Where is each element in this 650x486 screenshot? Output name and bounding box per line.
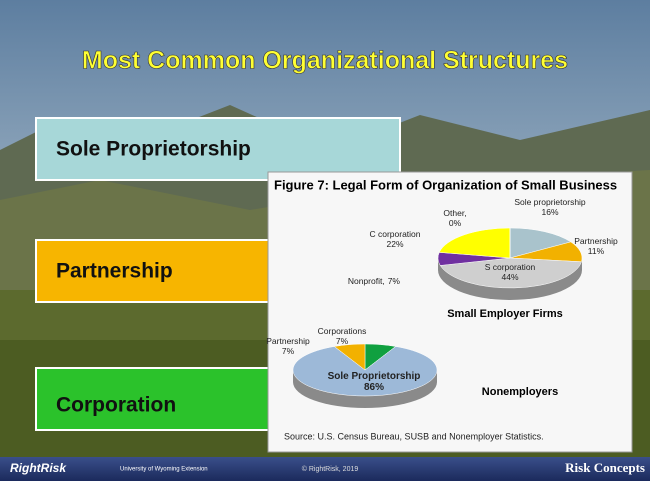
label-name: Corporations	[318, 326, 367, 336]
data-label: Sole Proprietorship 86%	[328, 371, 421, 393]
label-name: S corporation	[485, 262, 536, 272]
label-name: Partnership	[266, 336, 310, 346]
slide-title: Most Common Organizational Structures	[82, 47, 568, 75]
charts: Sole proprietorship 16%Partnership 11%S co…	[266, 197, 618, 408]
label-name: Partnership	[574, 236, 618, 246]
box-label: Sole Proprietorship	[56, 138, 251, 161]
footer-series: Risk Concepts	[565, 460, 645, 475]
box	[35, 117, 401, 181]
label-name: Sole proprietorship	[514, 197, 586, 207]
label-name: Other,	[443, 208, 466, 218]
pie-slice	[439, 257, 582, 289]
figure-panel	[267, 171, 633, 453]
data-label: Corporations 7%	[318, 326, 367, 346]
label-name: Sole Proprietorship	[328, 371, 421, 382]
label-name: C corporation	[369, 229, 420, 239]
label-value: 11%	[588, 246, 605, 256]
label-value: 0%	[449, 218, 462, 228]
footer-copyright: © RightRisk, 2019	[302, 465, 359, 473]
data-label: Partnership 7%	[266, 336, 310, 356]
data-label: Other, 0%	[443, 208, 466, 228]
footer-logo: RightRisk	[10, 461, 67, 475]
figure-title: Figure 7: Legal Form of Organization of …	[274, 177, 617, 192]
pie-slice	[438, 227, 511, 259]
chart-title: Nonemployers	[482, 386, 558, 398]
chart-title: Small Employer Firms	[447, 308, 563, 320]
box-label: Partnership	[56, 260, 173, 283]
footer-partners: University of Wyoming Extension	[120, 467, 208, 473]
label-value: 7%	[388, 276, 401, 286]
label-value: 16%	[541, 207, 558, 217]
label-value: 7%	[282, 346, 295, 356]
label-value: 22%	[386, 239, 403, 249]
label-value: 86%	[364, 382, 384, 393]
figure-source: Source: U.S. Census Bureau, SUSB and Non…	[284, 431, 544, 441]
data-label: Partnership 11%	[574, 236, 618, 256]
data-label: S corporation 44%	[485, 262, 536, 282]
label-name: Nonprofit,	[348, 276, 385, 286]
pie-slice	[292, 346, 438, 397]
pie-slice	[333, 343, 366, 371]
data-label: Nonprofit, 7%	[348, 276, 401, 286]
label-value: 44%	[501, 272, 518, 282]
footer-bar	[0, 457, 650, 481]
data-label: C corporation 22%	[369, 229, 420, 249]
label-value: 7%	[336, 336, 349, 346]
box-label: Corporation	[56, 394, 176, 417]
pie-slice	[509, 227, 572, 259]
data-label: Sole proprietorship 16%	[514, 197, 586, 217]
